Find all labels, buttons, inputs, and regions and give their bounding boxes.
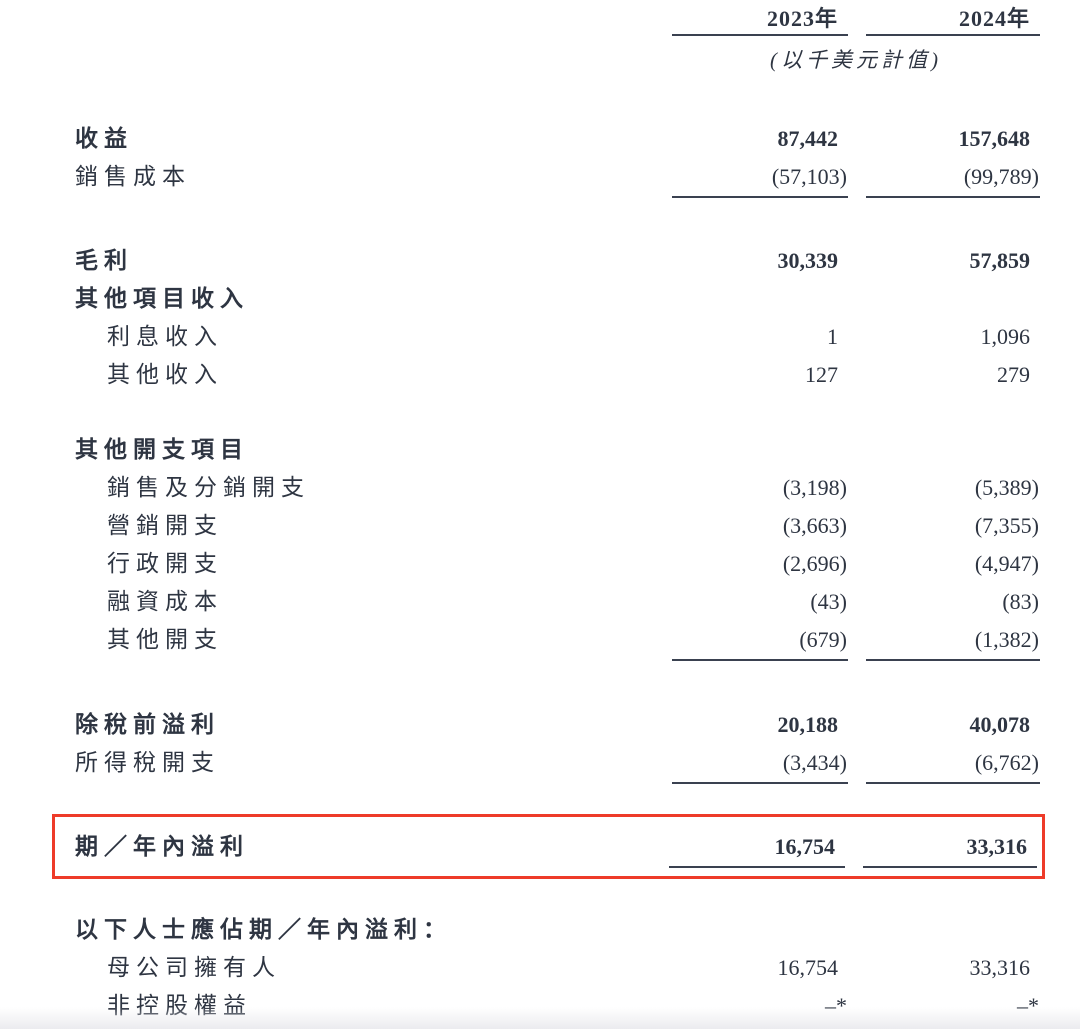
value-2024: 33,316 <box>863 828 1037 868</box>
table-row: 營銷開支 (3,663) (7,355) <box>75 507 1040 545</box>
row-label: 銷售及分銷開支 <box>107 475 310 500</box>
value-2023: (679) <box>672 621 848 661</box>
row-label: 以下人士應佔期／年內溢利： <box>75 917 452 942</box>
row-label: 銷售成本 <box>75 164 191 189</box>
table-row: 利息收入 1 1,096 <box>75 318 1040 356</box>
value-2024: (99,789) <box>866 158 1040 198</box>
value-2023: (3,198) <box>782 475 847 500</box>
column-header-2024: 2024年 <box>866 4 1040 36</box>
value-2023: 20,188 <box>777 712 839 737</box>
row-label: 期／年內溢利 <box>75 834 249 859</box>
column-header-2023: 2023年 <box>672 4 848 36</box>
value-2023: 30,339 <box>777 248 839 273</box>
table-row: 其他項目收入 <box>75 280 1040 318</box>
value-2024: 57,859 <box>969 248 1031 273</box>
value-2024: (4,947) <box>974 551 1039 576</box>
value-2023: (3,663) <box>782 513 847 538</box>
table-header-row: 2023年 2024年 <box>75 4 1040 36</box>
table-section: 其他開支項目 銷售及分銷開支 (3,198) (5,389) 營銷開支 (3,6… <box>75 431 1040 661</box>
table-row: 母公司擁有人 16,754 33,316 <box>75 949 1040 987</box>
value-2024: 157,648 <box>958 126 1031 151</box>
table-row: 其他開支 (679) (1,382) <box>75 621 1040 661</box>
row-label: 利息收入 <box>107 324 223 349</box>
value-2024: 33,316 <box>969 955 1031 980</box>
value-2023: (3,434) <box>672 744 848 784</box>
table-section: 除稅前溢利 20,188 40,078 所得稅開支 (3,434) (6,762… <box>75 706 1040 784</box>
value-2023: 16,754 <box>777 955 839 980</box>
table-section: 毛利 30,339 57,859 其他項目收入 利息收入 1 1,096 其他收… <box>75 242 1040 394</box>
value-2024: –* <box>1017 993 1039 1018</box>
row-label: 非控股權益 <box>107 993 252 1018</box>
row-label: 所得稅開支 <box>75 750 220 775</box>
table-row: 其他開支項目 <box>75 431 1040 469</box>
row-label: 其他項目收入 <box>75 286 249 311</box>
row-label: 其他開支項目 <box>75 437 249 462</box>
table-row: 銷售成本 (57,103) (99,789) <box>75 158 1040 198</box>
value-2024: 40,078 <box>969 712 1031 737</box>
value-2024: (83) <box>1002 589 1039 614</box>
value-2024: (6,762) <box>866 744 1040 784</box>
table-section: 收益 87,442 157,648 銷售成本 (57,103) (99,789) <box>75 120 1040 198</box>
table-row: 非控股權益 –* –* <box>75 987 1040 1025</box>
value-2024: (1,382) <box>866 621 1040 661</box>
value-2024: (7,355) <box>974 513 1039 538</box>
value-2023: 1 <box>827 324 838 349</box>
value-2024: 1,096 <box>980 324 1031 349</box>
value-2023: –* <box>825 993 847 1018</box>
value-2023: (57,103) <box>672 158 848 198</box>
table-row: 期／年內溢利 16,754 33,316 <box>75 828 1037 868</box>
table-row: 收益 87,442 157,648 <box>75 120 1040 158</box>
unit-note-row: (以千美元計值) <box>75 40 1040 80</box>
table-row: 毛利 30,339 57,859 <box>75 242 1040 280</box>
row-label: 母公司擁有人 <box>107 955 281 980</box>
row-label: 其他收入 <box>107 362 223 387</box>
row-label: 融資成本 <box>107 589 223 614</box>
row-label: 營銷開支 <box>107 513 223 538</box>
table-row: 所得稅開支 (3,434) (6,762) <box>75 744 1040 784</box>
row-label: 行政開支 <box>107 551 223 576</box>
table-row: 其他收入 127 279 <box>75 356 1040 394</box>
row-label: 其他開支 <box>107 627 223 652</box>
value-2023: 16,754 <box>669 828 845 868</box>
table-row: 除稅前溢利 20,188 40,078 <box>75 706 1040 744</box>
value-2024: 279 <box>997 362 1030 387</box>
value-2023: (2,696) <box>782 551 847 576</box>
value-2023: 127 <box>805 362 838 387</box>
table-row: 行政開支 (2,696) (4,947) <box>75 545 1040 583</box>
value-2023: 87,442 <box>777 126 839 151</box>
value-2023: (43) <box>810 589 847 614</box>
table-row: 融資成本 (43) (83) <box>75 583 1040 621</box>
row-label: 除稅前溢利 <box>75 712 220 737</box>
table-section: 以下人士應佔期／年內溢利： 母公司擁有人 16,754 33,316 非控股權益… <box>75 911 1040 1025</box>
unit-note: (以千美元計值) <box>770 48 942 72</box>
table-row: 銷售及分銷開支 (3,198) (5,389) <box>75 469 1040 507</box>
table-row: 以下人士應佔期／年內溢利： <box>75 911 1040 949</box>
table-body: 收益 87,442 157,648 銷售成本 (57,103) (99,789)… <box>52 120 1045 1025</box>
value-2024: (5,389) <box>974 475 1039 500</box>
row-label: 收益 <box>75 126 133 151</box>
highlight-box: 期／年內溢利 16,754 33,316 <box>52 814 1045 879</box>
row-label: 毛利 <box>75 248 133 273</box>
